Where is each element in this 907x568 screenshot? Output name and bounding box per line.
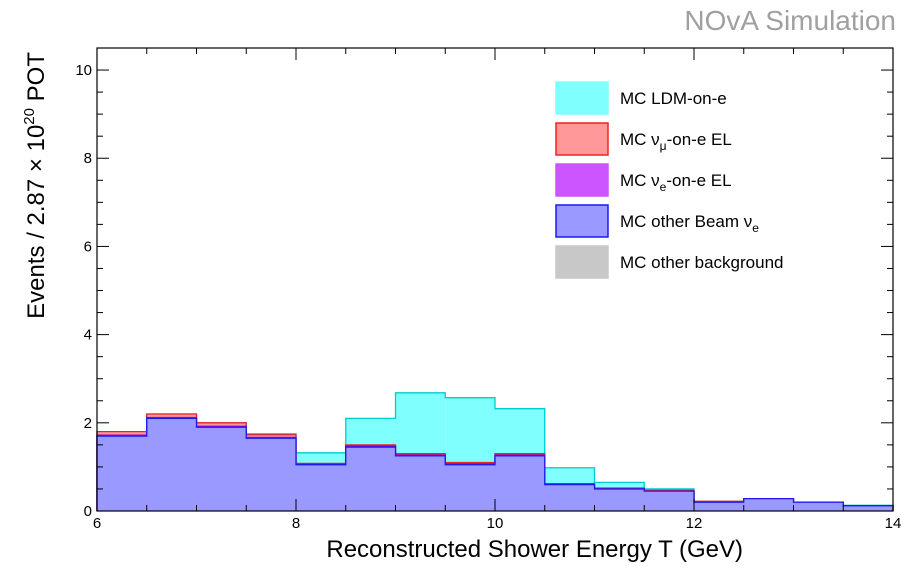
bar-mc-other-beam-e-bin-8 [495, 455, 545, 511]
bar-mc-other-beam-e-bin-13 [743, 498, 794, 511]
legend-label: MC other Beam νe [620, 212, 759, 235]
series-mc-other-beam-e [96, 417, 894, 511]
legend-entry-other: MC other background [555, 245, 783, 279]
y-axis-title-suffix: POT [23, 52, 50, 108]
legend-entry-nue: MC νe-on-e EL [555, 163, 732, 197]
legend-label: MC νe-on-e EL [620, 171, 732, 194]
legend-label-rest: -on-e EL [667, 130, 732, 149]
y-axis-title-prefix: Events / 2.87 × 10 [23, 125, 50, 319]
bar-mc-other-beam-e-bin-12 [694, 502, 744, 511]
bar-mc-other-beam-e-bin-3 [246, 438, 296, 511]
legend-entry-beam: MC other Beam νe [555, 204, 759, 238]
legend-label-main: MC ν [620, 171, 660, 190]
x-tick-label: 14 [885, 515, 902, 532]
y-tick-label: 4 [84, 327, 92, 344]
bar-mc-other-beam-e-bin-6 [395, 455, 446, 511]
legend-label-rest: -on-e EL [666, 171, 731, 190]
y-axis-title: Events / 2.87 × 1020 POT [21, 52, 50, 319]
watermark-text: NOvA Simulation [684, 5, 896, 36]
legend-label-subscript: e [660, 180, 667, 194]
x-tick-label: 6 [93, 515, 101, 532]
y-tick-label: 10 [75, 62, 92, 79]
bar-mc-other-beam-e-bin-2 [196, 427, 247, 511]
bar-mc-other-beam-e-bin-7 [445, 464, 495, 511]
legend-swatch [555, 245, 609, 279]
y-tick-labels: 0 2 4 6 8 10 [75, 62, 92, 520]
bar-mc-other-beam-e-bin-4 [296, 464, 346, 511]
legend-swatch [555, 163, 609, 197]
bar-mc-other-beam-e-bin-5 [345, 447, 396, 511]
bar-mc-other-beam-e-bin-0 [97, 436, 147, 511]
legend-label: MC νμ-on-e EL [620, 130, 732, 153]
legend-label-main: MC ν [620, 130, 660, 149]
bar-mc-other-beam-e-bin-1 [146, 418, 197, 511]
x-tick-labels: 6 8 10 12 14 [93, 515, 902, 532]
y-tick-label: 2 [84, 415, 92, 432]
y-tick-label: 6 [84, 238, 92, 255]
bar-mc-other-beam-e-bin-10 [594, 488, 645, 511]
x-tick-label: 8 [292, 515, 300, 532]
legend-swatch [555, 122, 609, 156]
y-tick-label: 8 [84, 150, 92, 167]
histogram-bars [96, 392, 894, 511]
legend-label: MC LDM-on-e [620, 89, 727, 108]
bar-mc-other-beam-e-bin-14 [793, 502, 844, 511]
axis-ticks [96, 48, 894, 512]
legend-label-subscript: μ [660, 139, 667, 153]
outline-mc-other-beam-e [96, 417, 894, 511]
bar-mc-other-beam-e-bin-9 [544, 484, 595, 511]
legend-label-main: MC other Beam ν [620, 212, 752, 231]
bar-mc-other-beam-e-bin-15 [843, 505, 893, 511]
x-tick-label: 10 [487, 515, 504, 532]
legend-swatch [555, 81, 609, 115]
x-tick-label: 12 [686, 515, 703, 532]
legend-entry-numu: MC νμ-on-e EL [555, 122, 732, 156]
bar-mc-other-beam-e-bin-11 [644, 491, 694, 511]
x-axis-title: Reconstructed Shower Energy T (GeV) [326, 536, 743, 563]
legend-label: MC other background [620, 253, 783, 272]
legend-label-subscript: e [752, 221, 759, 235]
legend-swatch [555, 204, 609, 238]
y-tick-label: 0 [84, 503, 92, 520]
legend-entry-ldm: MC LDM-on-e [555, 81, 727, 115]
y-axis-title-exponent: 20 [21, 108, 38, 125]
